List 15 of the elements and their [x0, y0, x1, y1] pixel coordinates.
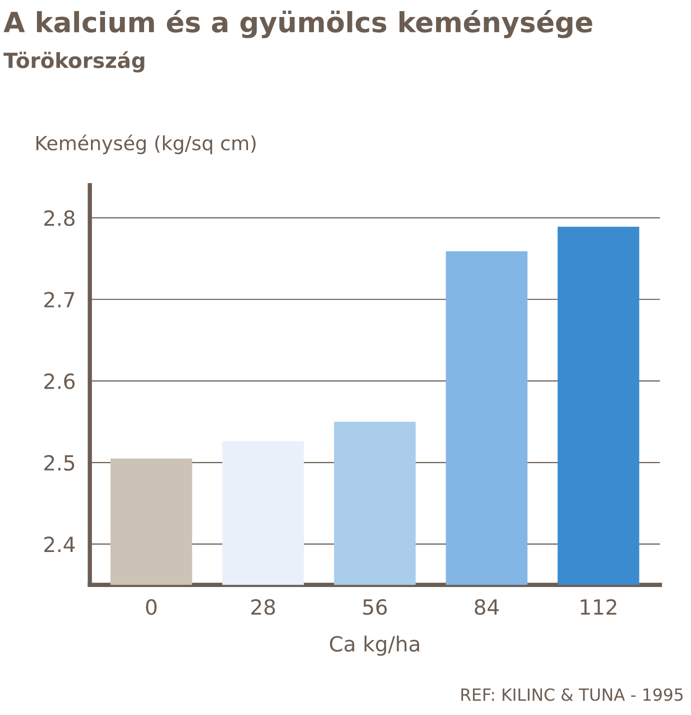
text: REF: KILINC & TUNA - 1995 [461, 688, 683, 701]
chart-subtitle: Törökország [4, 51, 144, 72]
x-tick-label: 112 [580, 599, 616, 615]
y-tick-label: 2.4 [44, 536, 75, 552]
x-tick-label: 84 [474, 599, 499, 615]
y-tick-label: 2.5 [44, 454, 74, 471]
y-tick-label: 2.8 [44, 210, 75, 226]
x-tick-label: 0 [146, 599, 157, 615]
x-tick-label: 56 [363, 599, 387, 615]
y-axis-title: Keménység (kg/sq cm) [36, 134, 256, 154]
y-tick-label: 2.7 [44, 292, 74, 308]
y-tick-label: 2.6 [44, 373, 75, 390]
chart-title: A kalcium és a gyümölcs keménysége [4, 10, 592, 38]
x-tick-label: 28 [251, 599, 275, 615]
x-axis-title: Ca kg/ha [330, 636, 420, 656]
